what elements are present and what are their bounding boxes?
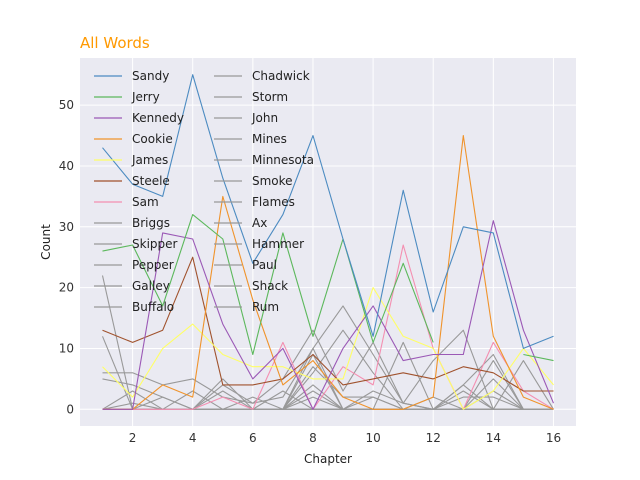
legend-label-chadwick: Chadwick <box>252 69 310 83</box>
x-axis-label: Chapter <box>304 452 352 466</box>
y-tick-label: 0 <box>66 402 74 416</box>
legend-label-briggs: Briggs <box>132 216 170 230</box>
y-tick-label: 20 <box>59 281 74 295</box>
legend-label-sandy: Sandy <box>132 69 169 83</box>
legend-label-pepper: Pepper <box>132 258 174 272</box>
legend-label-minnesota: Minnesota <box>252 153 314 167</box>
legend-label-mines: Mines <box>252 132 287 146</box>
legend-label-flames: Flames <box>252 195 295 209</box>
legend: Sandy Jerry Kennedy Cookie James Steele Sam Bri… <box>94 69 314 314</box>
axis-ticks: 2 4 6 8 10 12 14 16 0 10 20 30 40 50 <box>59 98 561 445</box>
legend-label-sam: Sam <box>132 195 159 209</box>
series-line-sam <box>102 244 554 410</box>
y-tick-label: 50 <box>59 98 74 112</box>
legend-label-john: John <box>251 111 278 125</box>
legend-label-kennedy: Kennedy <box>132 111 184 125</box>
x-tick-label: 12 <box>426 431 441 445</box>
legend-label-paul: Paul <box>252 258 277 272</box>
x-tick-label: 4 <box>189 431 197 445</box>
x-tick-label: 16 <box>546 431 561 445</box>
x-tick-label: 8 <box>309 431 317 445</box>
y-tick-label: 30 <box>59 220 74 234</box>
legend-label-cookie: Cookie <box>132 132 173 146</box>
y-tick-label: 40 <box>59 159 74 173</box>
y-axis-label: Count <box>39 224 53 260</box>
series-line-jerry <box>102 214 554 362</box>
series-line-kennedy <box>102 220 555 410</box>
legend-label-storm: Storm <box>252 90 288 104</box>
x-tick-label: 2 <box>129 431 137 445</box>
series-line-steele <box>102 256 554 392</box>
chart-title: All Words <box>80 34 150 52</box>
legend-label-ax: Ax <box>252 216 267 230</box>
legend-label-buffalo: Buffalo <box>132 300 174 314</box>
x-tick-label: 10 <box>365 431 380 445</box>
x-tick-label: 6 <box>249 431 257 445</box>
legend-label-rum: Rum <box>252 300 279 314</box>
y-tick-label: 10 <box>59 341 74 355</box>
legend-label-jerry: Jerry <box>131 90 160 104</box>
legend-label-shack: Shack <box>252 279 288 293</box>
series-lines <box>101 74 555 410</box>
legend-label-smoke: Smoke <box>252 174 293 188</box>
legend-label-hammer: Hammer <box>252 237 304 251</box>
x-tick-label: 14 <box>486 431 501 445</box>
series-line-sandy <box>102 74 554 349</box>
legend-label-steele: Steele <box>132 174 170 188</box>
legend-label-skipper: Skipper <box>132 237 178 251</box>
legend-label-james: James <box>131 153 168 167</box>
legend-label-galley: Galley <box>132 279 170 293</box>
